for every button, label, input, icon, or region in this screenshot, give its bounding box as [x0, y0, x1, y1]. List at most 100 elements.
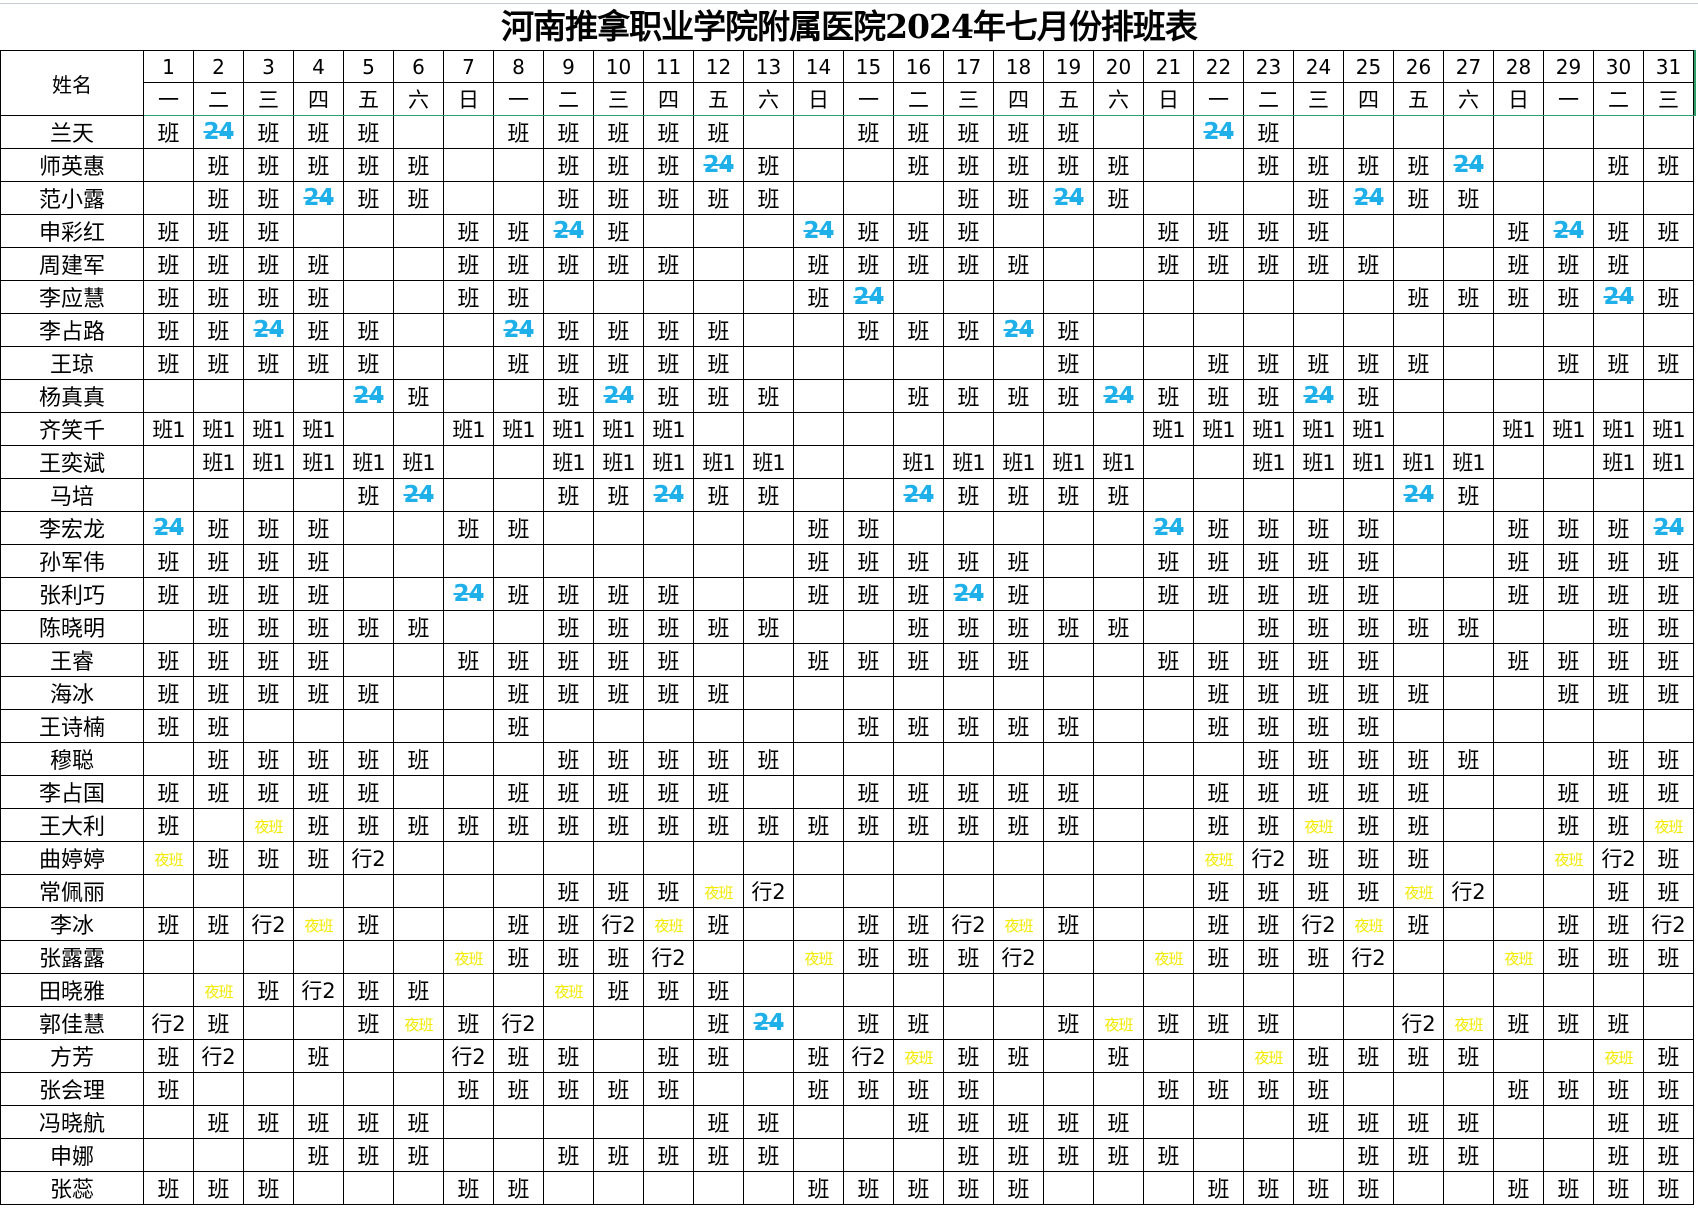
shift-cell[interactable]: 行2 [1243, 841, 1294, 875]
shift-cell[interactable]: 班 [693, 1006, 744, 1040]
shift-cell[interactable] [143, 610, 194, 644]
shift-cell[interactable] [1093, 808, 1144, 842]
shift-cell[interactable]: 班 [143, 907, 194, 941]
shift-cell[interactable] [943, 841, 994, 875]
shift-cell[interactable]: 班 [1643, 544, 1694, 578]
shift-cell[interactable]: 班 [1493, 1171, 1544, 1205]
shift-cell[interactable] [493, 841, 544, 875]
shift-cell[interactable] [693, 511, 744, 545]
shift-cell[interactable] [1193, 610, 1244, 644]
shift-cell[interactable]: 班 [243, 214, 294, 248]
date-header-cell[interactable]: 29 [1543, 50, 1594, 83]
shift-cell[interactable] [1493, 874, 1544, 908]
shift-cell[interactable] [1143, 874, 1194, 908]
shift-cell[interactable]: 班 [343, 115, 394, 149]
shift-cell[interactable] [1143, 973, 1194, 1007]
shift-cell[interactable]: 班 [493, 709, 544, 743]
shift-cell[interactable] [443, 148, 494, 182]
shift-cell[interactable] [143, 478, 194, 512]
shift-cell[interactable] [743, 907, 794, 941]
shift-cell[interactable]: 班 [1493, 544, 1544, 578]
shift-cell[interactable]: 班 [343, 478, 394, 512]
shift-cell[interactable]: 班 [1543, 1072, 1594, 1106]
shift-cell[interactable]: 班 [893, 643, 944, 677]
shift-cell[interactable] [1543, 1105, 1594, 1139]
shift-cell[interactable]: 班 [843, 115, 894, 149]
shift-cell[interactable]: 班1 [1343, 445, 1394, 479]
shift-cell[interactable] [1143, 1039, 1194, 1073]
shift-cell[interactable]: 班 [1293, 1171, 1344, 1205]
shift-cell[interactable]: 班 [1393, 148, 1444, 182]
shift-cell[interactable]: 班 [643, 1138, 694, 1172]
shift-cell[interactable] [993, 511, 1044, 545]
shift-cell[interactable] [1093, 1171, 1144, 1205]
shift-cell[interactable] [1093, 709, 1144, 743]
shift-cell[interactable]: 班 [1643, 1072, 1694, 1106]
shift-cell[interactable]: 班 [1593, 247, 1644, 281]
shift-cell[interactable]: 班 [693, 1039, 744, 1073]
shift-cell[interactable] [893, 1138, 944, 1172]
shift-cell[interactable]: 班 [1243, 775, 1294, 809]
staff-name-cell[interactable]: 王诗楠 [0, 709, 144, 743]
shift-cell[interactable]: 班 [1293, 214, 1344, 248]
shift-cell[interactable] [893, 742, 944, 776]
shift-cell[interactable]: 班 [1643, 148, 1694, 182]
shift-cell[interactable]: 班 [1493, 1006, 1544, 1040]
shift-cell[interactable] [1593, 379, 1644, 413]
shift-cell[interactable] [243, 1006, 294, 1040]
shift-cell[interactable] [643, 1105, 694, 1139]
shift-cell[interactable]: 班 [1543, 346, 1594, 380]
shift-cell[interactable]: 班 [243, 973, 294, 1007]
shift-cell[interactable]: 班 [843, 214, 894, 248]
shift-cell[interactable] [693, 577, 744, 611]
shift-cell[interactable]: 班 [1543, 940, 1594, 974]
shift-cell[interactable]: 班 [1593, 775, 1644, 809]
shift-cell[interactable]: 班 [143, 775, 194, 809]
shift-cell[interactable] [393, 280, 444, 314]
shift-cell[interactable]: 行2 [1593, 841, 1644, 875]
shift-cell[interactable] [643, 511, 694, 545]
staff-name-cell[interactable]: 周建军 [0, 247, 144, 281]
shift-cell[interactable]: 班1 [493, 412, 544, 446]
shift-cell[interactable]: 班 [493, 115, 544, 149]
shift-cell[interactable]: 班 [243, 1105, 294, 1139]
shift-cell[interactable]: 班 [1643, 610, 1694, 644]
shift-cell[interactable]: 班 [843, 907, 894, 941]
shift-cell[interactable] [1543, 115, 1594, 149]
shift-cell[interactable] [843, 445, 894, 479]
shift-cell[interactable]: 班 [543, 676, 594, 710]
shift-cell[interactable]: 班1 [1443, 445, 1494, 479]
shift-cell[interactable] [993, 1072, 1044, 1106]
date-header-cell[interactable]: 20 [1093, 50, 1144, 83]
shift-cell[interactable]: 班 [593, 115, 644, 149]
shift-cell[interactable]: 班 [1193, 214, 1244, 248]
shift-cell[interactable] [693, 214, 744, 248]
shift-cell[interactable]: 夜班 [293, 907, 344, 941]
shift-cell[interactable]: 夜班 [1093, 1006, 1144, 1040]
shift-cell[interactable]: 班 [1193, 808, 1244, 842]
shift-cell[interactable]: 班 [1343, 676, 1394, 710]
shift-cell[interactable]: 班 [693, 808, 744, 842]
shift-cell[interactable]: 班 [293, 544, 344, 578]
shift-cell[interactable]: 班 [1493, 511, 1544, 545]
shift-cell[interactable]: 行2 [293, 973, 344, 1007]
shift-cell[interactable]: 班 [843, 643, 894, 677]
staff-name-cell[interactable]: 方芳 [0, 1039, 144, 1073]
shift-cell[interactable]: 班 [1643, 214, 1694, 248]
shift-cell[interactable] [243, 940, 294, 974]
shift-cell[interactable]: 行2 [1393, 1006, 1444, 1040]
shift-cell[interactable]: 24 [493, 313, 544, 347]
shift-cell[interactable] [793, 1006, 844, 1040]
shift-cell[interactable] [393, 1171, 444, 1205]
shift-cell[interactable]: 班1 [1543, 412, 1594, 446]
shift-cell[interactable]: 班 [1243, 808, 1294, 842]
shift-cell[interactable] [743, 1171, 794, 1205]
shift-cell[interactable]: 班 [1643, 775, 1694, 809]
shift-cell[interactable]: 班 [1143, 214, 1194, 248]
shift-cell[interactable]: 班 [1643, 1138, 1694, 1172]
shift-cell[interactable]: 班 [343, 907, 394, 941]
shift-cell[interactable]: 班 [593, 676, 644, 710]
shift-cell[interactable]: 班 [1343, 1171, 1394, 1205]
shift-cell[interactable] [543, 1006, 594, 1040]
shift-cell[interactable]: 班1 [243, 412, 294, 446]
